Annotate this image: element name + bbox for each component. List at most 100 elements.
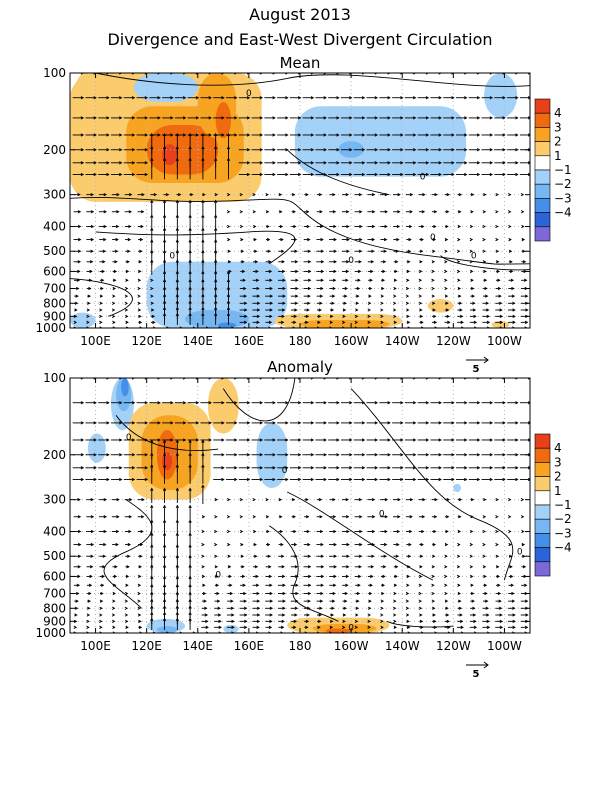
wind-vector-head [451,453,455,457]
wind-vector-head [86,613,91,617]
wind-vector-head [170,73,174,75]
wind-vector-head [431,583,435,587]
wind-vector-head [356,591,361,596]
wind-vector-head [93,96,97,100]
wind-vector-head [458,301,463,305]
y-tick-label: 600 [43,264,66,278]
wind-vector-head [434,498,438,502]
wind-vector-head [77,565,82,569]
wind-vector-head [451,477,455,482]
wind-vector-head [438,161,442,165]
wind-vector-head [137,294,141,298]
wind-vector-head [333,237,337,242]
wind-vector-head [451,161,455,165]
wind-vector-head [259,133,264,137]
wind-vector-head [304,631,309,633]
wind-vector-head [470,286,475,291]
wind-vector-head [115,224,120,229]
wind-vector-head [93,466,97,470]
wind-vector-head [368,591,373,596]
wind-vector-head [272,421,276,425]
wind-vector-head [438,438,442,442]
wind-vector-head [306,529,310,534]
wind-vector-head [125,619,129,623]
wind-vector-head [294,249,298,253]
wind-vector-head [179,631,183,633]
wind-vector-head [374,172,379,177]
wind-vector-head [272,401,276,405]
wind-vector-head [412,161,417,165]
wind-vector-head [422,193,426,197]
wind-vector-head [457,278,461,282]
wind-vector-head [400,73,404,75]
wind-vector-head [175,519,179,523]
wind-vector-head [383,542,388,547]
wind-vector-head [175,300,179,304]
wind-vector-head [218,619,222,623]
contour-label: 0 [282,466,288,476]
wind-vector-head [188,591,192,595]
wind-vector-head [469,574,474,579]
wind-vector-head [483,278,488,282]
wind-vector-head [119,453,123,457]
wind-vector-head [150,564,154,568]
wind-vector-head [447,326,452,328]
divergence-region [185,310,249,328]
wind-vector-head [231,631,235,633]
wind-vector-head [419,565,423,569]
wind-vector-head [201,452,205,456]
wind-vector-head [345,498,349,502]
wind-vector-head [246,148,251,152]
wind-vector-head [515,73,519,75]
wind-vector-head [354,326,359,328]
wind-vector-head [144,477,149,482]
wind-vector-head [175,259,179,263]
wind-vector-head [175,270,179,274]
wind-vector-head [418,583,423,587]
wind-vector-head [472,301,476,305]
wind-vector-head [234,116,238,120]
wind-vector-head [476,378,481,380]
wind-vector-head [113,574,118,579]
colorbar-swatch [534,127,551,142]
wind-vector-head [498,301,503,305]
wind-vector-head [520,193,525,197]
wind-vector-head [295,269,299,274]
wind-vector-head [201,484,205,488]
wind-vector-head [241,565,245,569]
wind-vector-head [259,378,264,380]
contour-label: 0 [348,256,354,266]
wind-vector-head [268,326,272,328]
wind-vector-head [201,199,205,204]
wind-vector-head [201,306,205,311]
wind-vector-head [502,73,506,75]
divergence-region [121,378,129,397]
wind-vector-head [344,286,349,291]
wind-vector-head [234,477,238,482]
wind-vector-head [392,606,397,610]
y-tick-label: 500 [43,244,66,258]
wind-vector-head [103,224,107,229]
wind-vector-head [256,625,260,629]
wind-vector-head [489,96,494,100]
wind-vector-head [482,542,486,547]
wind-vector-head [125,269,130,274]
wind-vector-head [226,312,231,317]
wind-vector-head [483,574,487,579]
wind-vector-head [387,466,391,470]
wind-vector-head [214,529,218,534]
wind-vector-head [412,172,417,177]
wind-vector-head [77,249,82,253]
wind-vector-head [239,498,244,502]
wind-vector-head [144,96,149,100]
wind-vector-head [374,378,379,380]
wind-vector-head [420,237,424,242]
wind-vector-head [279,515,283,519]
wind-vector-head [469,249,474,253]
wind-vector-head [307,565,312,569]
wind-vector-head [162,575,167,579]
wind-vector-head [457,529,462,534]
wind-vector-head [112,320,116,324]
wind-vector-head [269,301,274,305]
contour-label: 0 [517,548,523,558]
